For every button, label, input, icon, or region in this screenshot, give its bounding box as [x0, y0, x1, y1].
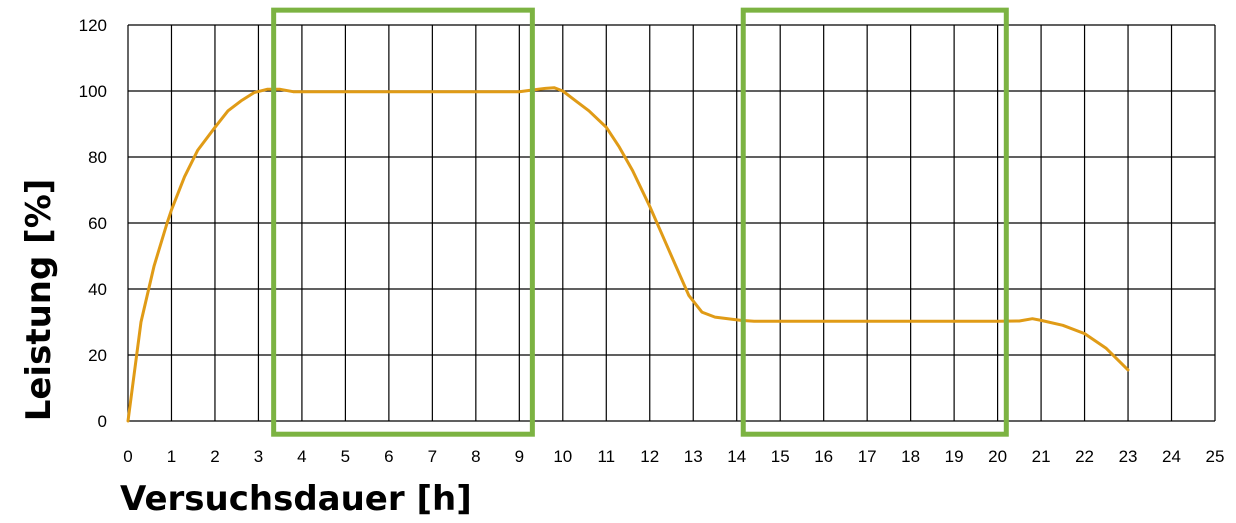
x-tick-label: 25 — [1206, 447, 1225, 466]
series-line-0 — [126, 86, 1130, 423]
y-tick-label: 60 — [88, 214, 107, 233]
x-tick-label: 14 — [727, 447, 746, 466]
x-tick-label: 1 — [167, 447, 176, 466]
x-tick-label: 3 — [254, 447, 263, 466]
x-tick-label: 2 — [210, 447, 219, 466]
x-tick-label: 20 — [988, 447, 1007, 466]
x-tick-label: 7 — [428, 447, 437, 466]
y-tick-label: 0 — [98, 412, 107, 431]
x-tick-label: 23 — [1119, 447, 1138, 466]
x-tick-label: 16 — [814, 447, 833, 466]
x-tick-label: 18 — [901, 447, 920, 466]
x-tick-label: 0 — [123, 447, 132, 466]
y-tick-label: 20 — [88, 346, 107, 365]
x-tick-label: 10 — [553, 447, 572, 466]
x-tick-label: 5 — [341, 447, 350, 466]
x-tick-label: 21 — [1032, 447, 1051, 466]
x-tick-label: 15 — [771, 447, 790, 466]
y-axis-title: Leistung [%] — [19, 179, 59, 422]
x-tick-label: 17 — [858, 447, 877, 466]
series-layer — [126, 86, 1130, 423]
x-tick-label: 13 — [684, 447, 703, 466]
x-axis-ticks: 0 1 2 3 4 5 6 7 8 9 10 11 12 13 14 15 16 17 18 19 20 21 22 23 24… — [123, 447, 1224, 466]
grid — [127, 24, 1216, 422]
x-tick-label: 8 — [471, 447, 480, 466]
x-tick-label: 9 — [515, 447, 524, 466]
x-tick-label: 4 — [297, 447, 306, 466]
highlight-layer — [271, 7, 1009, 437]
x-tick-label: 22 — [1075, 447, 1094, 466]
y-tick-label: 100 — [79, 82, 107, 101]
x-tick-label: 12 — [640, 447, 659, 466]
highlight-box-2 — [740, 7, 1009, 437]
y-tick-label: 80 — [88, 148, 107, 167]
x-tick-label: 24 — [1162, 447, 1181, 466]
y-tick-label: 40 — [88, 280, 107, 299]
x-axis-title: Versuchsdauer [h] — [120, 479, 472, 519]
x-tick-label: 11 — [597, 447, 615, 466]
highlight-box-1 — [271, 7, 535, 437]
y-axis-ticks: 0 20 40 60 80 100 120 — [79, 16, 107, 431]
x-tick-label: 19 — [945, 447, 964, 466]
x-tick-label: 6 — [384, 447, 393, 466]
y-tick-label: 120 — [79, 16, 107, 35]
